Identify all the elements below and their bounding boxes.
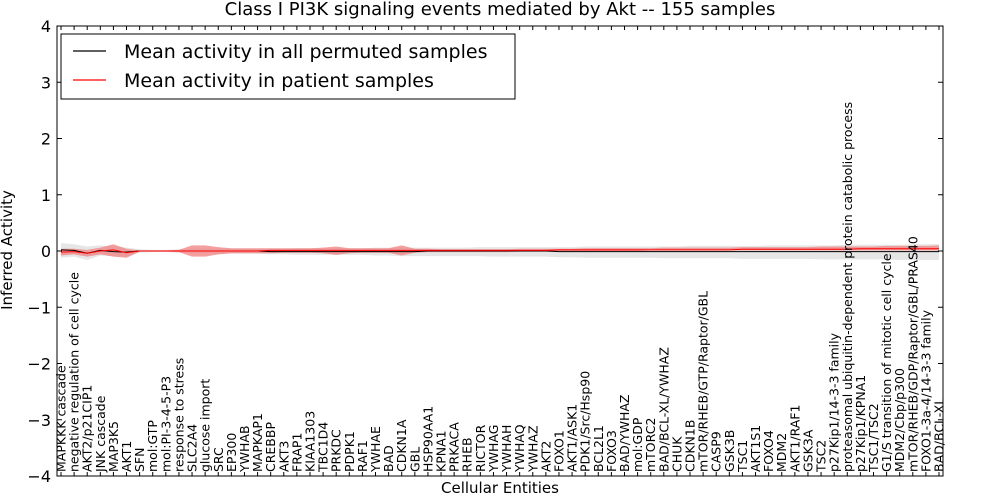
- x-tick-label: FOXO4: [761, 430, 776, 472]
- x-tick-label: SFN: [132, 448, 147, 472]
- x-tick-label: AKT1/ASK1: [565, 404, 580, 472]
- x-tick-label: AKT1: [119, 441, 134, 472]
- x-tick-label: CREBBP: [263, 422, 278, 472]
- x-tick-label: BCL2L1: [591, 425, 606, 472]
- y-tick-label: −3: [27, 411, 51, 430]
- x-axis-title: Cellular Entities: [441, 479, 559, 497]
- x-tick-label: TSC2: [814, 440, 829, 473]
- x-tick-label: SRC: [211, 447, 226, 472]
- chart-title: Class I PI3K signaling events mediated b…: [225, 0, 776, 20]
- x-tick-label: G1/S transition of mitotic cell cycle: [879, 253, 894, 472]
- x-tick-label: AKT2: [538, 441, 553, 472]
- x-tick-label: p27Kip1/14-3-3 family: [827, 332, 842, 472]
- legend: Mean activity in all permuted samples Mea…: [60, 33, 516, 100]
- x-tick-label: YWHAH: [499, 425, 514, 473]
- x-tick-label: HSP90AA1: [420, 406, 435, 472]
- x-tick-label: PDPK1: [342, 431, 357, 472]
- x-tick-label: mTORC2: [643, 418, 658, 472]
- y-tick-label: −4: [27, 467, 51, 486]
- y-tick-label: 3: [41, 73, 51, 92]
- x-tick-label: TSC1: [735, 440, 750, 473]
- x-tick-label: BAD: [381, 445, 396, 472]
- x-tick-label: FOXO1-3a-4/14-3-3 family: [918, 309, 933, 472]
- x-tick-label: PRKACA: [447, 422, 462, 472]
- x-tick-label: AKT1S1: [748, 425, 763, 472]
- x-tick-label: YWHAZ: [525, 425, 540, 473]
- x-tick-label: YWHAG: [486, 425, 501, 473]
- x-tick-label: FOXO1: [552, 430, 567, 472]
- x-tick-label: mol:PI-3-4-5-P3: [158, 376, 173, 472]
- y-axis-title: Inferred Activity: [0, 190, 16, 310]
- legend-box: [60, 33, 516, 100]
- y-tick-label: 4: [41, 17, 51, 36]
- x-tick-label: PDK1/Src/Hsp90: [578, 371, 593, 472]
- x-tick-label: mol:GDP: [630, 417, 645, 472]
- series-lines: [60, 248, 939, 254]
- x-tick-label: BAD/BCL-XL/YWHAZ: [656, 347, 671, 472]
- x-tick-label: TBC1D4: [316, 422, 331, 473]
- x-tick-label: KPNA1: [434, 430, 449, 472]
- x-tick-label: YWHAE: [368, 426, 383, 473]
- x-tick-label: GSK3A: [801, 429, 816, 472]
- x-tick-label: FOXO3: [604, 430, 619, 472]
- x-tick-label: CHUK: [669, 436, 684, 472]
- x-tick-label: RAF1: [355, 440, 370, 472]
- x-tick-label: GBL: [407, 447, 422, 472]
- x-tick-label: YWHAQ: [512, 424, 527, 473]
- y-tick-label: 2: [41, 130, 51, 149]
- x-tick-label: JNK cascade: [93, 395, 108, 473]
- x-tick-label: CDKN1A: [394, 419, 409, 472]
- patient-mean-line: [60, 248, 939, 254]
- x-tick-label: glucose import: [198, 379, 213, 472]
- x-tick-label: PRKDC: [329, 429, 344, 472]
- x-tick-label: KIAA1303: [303, 411, 318, 472]
- legend-permuted-label: Mean activity in all permuted samples: [124, 41, 487, 63]
- x-tick-label: GSK3B: [722, 430, 737, 472]
- x-tick-label: proteasomal ubiquitin-dependent protein …: [840, 102, 855, 472]
- x-tick-label: MDM2: [774, 433, 789, 472]
- x-tick-label: EP300: [224, 433, 239, 472]
- y-tick-label: −2: [27, 355, 51, 374]
- x-tick-label: MAP3K5: [106, 421, 121, 472]
- x-tick-label: MAPKAP1: [250, 413, 265, 472]
- x-tick-label: response to stress: [171, 358, 186, 472]
- x-tick-label: mTOR/RHEB/GTP/Raptor/GBL: [696, 291, 711, 472]
- y-tick-label: 0: [41, 242, 51, 261]
- plot-frame: [56, 25, 944, 477]
- x-tick-label: FRAP1: [289, 433, 304, 472]
- x-tick-label: YWHAB: [237, 425, 252, 473]
- x-tick-label: CASP9: [709, 431, 724, 472]
- x-tick-label: AKT3: [276, 441, 291, 472]
- x-tick-label: CDKN1B: [683, 420, 698, 472]
- x-tick-label: TSC1/TSC2: [866, 403, 881, 473]
- x-tick-label: mol:GTP: [145, 420, 160, 472]
- y-axis: −4 −3 −2 −1 0 1 2 3 4: [27, 17, 943, 486]
- x-tick-label: mTOR/RHEB/GDP/Raptor/GBL/PRAS40: [905, 236, 920, 472]
- x-tick-label: SLC2A4: [185, 424, 200, 472]
- y-tick-label: 1: [41, 186, 51, 205]
- legend-patient-label: Mean activity in patient samples: [124, 70, 434, 92]
- x-tick-label: AKT2/p21CIP1: [80, 385, 95, 472]
- x-tick-label: BAD/BCL-XL: [932, 398, 947, 472]
- x-tick-label: MDM2/Cbp/p300: [892, 368, 907, 472]
- x-tick-label: p27Kip1/KPNA1: [853, 375, 868, 472]
- x-tick-label: BAD/YWHAZ: [617, 395, 632, 472]
- y-tick-label: −1: [27, 298, 51, 317]
- x-tick-label: RHEB: [460, 437, 475, 472]
- x-tick-label: RICTOR: [473, 424, 488, 472]
- x-tick-label: negative regulation of cell cycle: [67, 272, 82, 472]
- x-tick-label: AKT1/RAF1: [787, 405, 802, 472]
